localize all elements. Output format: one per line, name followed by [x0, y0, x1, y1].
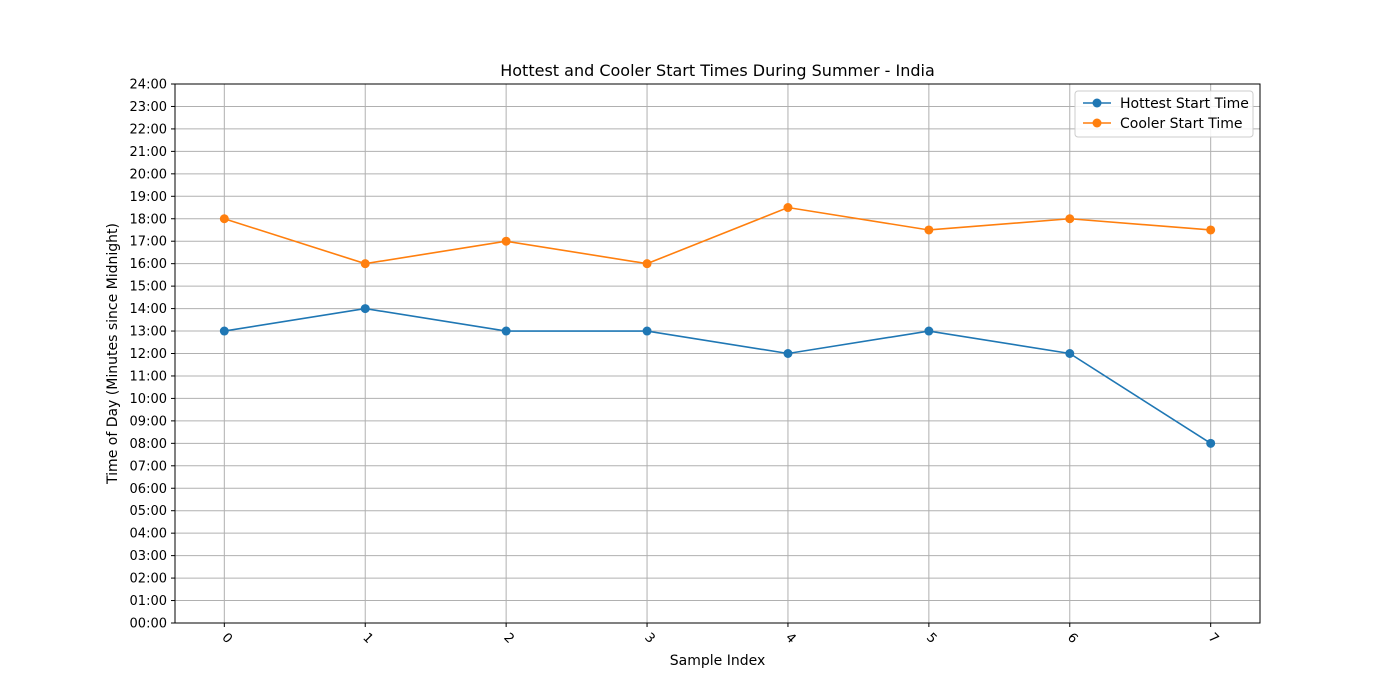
grid: [175, 83, 1260, 624]
y-tick-label: 08:00: [130, 437, 167, 452]
y-tick-label: 06:00: [130, 482, 167, 497]
y-tick-label: 17:00: [130, 235, 167, 250]
y-tick-label: 16:00: [130, 257, 167, 272]
legend: Hottest Start Time Cooler Start Time: [1074, 90, 1254, 138]
y-tick-label: 00:00: [130, 617, 167, 632]
y-tick-label: 15:00: [130, 280, 167, 295]
x-axis: 0 1 2 3 4 5 6 7: [219, 623, 1221, 647]
y-tick-label: 01:00: [130, 594, 167, 609]
data-point: [783, 349, 793, 358]
x-tick-label: 0: [219, 630, 235, 646]
data-point: [360, 259, 370, 269]
y-tick-label: 20:00: [130, 167, 167, 182]
y-tick-label: 14:00: [130, 302, 167, 317]
y-tick-label: 02:00: [130, 572, 167, 587]
data-point: [642, 259, 652, 269]
series-line: [224, 206, 1211, 265]
x-tick-label: 5: [923, 630, 939, 646]
y-tick-label: 04:00: [130, 527, 167, 542]
y-tick-label: 03:00: [130, 549, 167, 564]
series-line: [224, 307, 1212, 445]
x-tick-label: 2: [500, 630, 516, 646]
y-tick-label: 18:00: [130, 212, 167, 227]
legend-marker: [1092, 98, 1102, 108]
x-tick-label: 3: [641, 630, 657, 646]
data-point: [1206, 225, 1216, 235]
series-layer: [219, 203, 1216, 448]
data-point: [219, 214, 229, 224]
y-tick-label: 11:00: [130, 369, 167, 384]
y-tick-label: 24:00: [130, 78, 167, 93]
data-point: [1206, 438, 1216, 448]
y-tick-label: 23:00: [130, 100, 167, 115]
data-point: [783, 203, 793, 213]
legend-label: Cooler Start Time: [1120, 116, 1243, 132]
data-point: [219, 326, 229, 336]
y-axis: 00:00 01:00 02:00 03:00 04:00 05:00 06:00 07:00…: [130, 78, 175, 632]
y-tick-label: 19:00: [130, 190, 167, 205]
data-point: [924, 225, 934, 235]
x-axis-title: Sample Index: [670, 653, 765, 669]
legend-box: [1074, 90, 1254, 138]
x-tick-label: 4: [782, 630, 798, 646]
y-tick-label: 22:00: [130, 122, 167, 137]
data-point: [360, 304, 370, 314]
x-tick-label: 7: [1205, 630, 1221, 646]
y-tick-label: 10:00: [130, 392, 167, 407]
legend-label: Hottest Start Time: [1120, 96, 1249, 112]
y-tick-label: 09:00: [130, 414, 167, 429]
y-tick-label: 12:00: [130, 347, 167, 362]
data-point: [642, 326, 652, 336]
y-tick-label: 21:00: [130, 145, 167, 160]
y-tick-label: 13:00: [130, 325, 167, 340]
x-tick-label: 1: [359, 630, 375, 646]
data-point: [501, 326, 511, 336]
x-tick-label: 6: [1064, 630, 1080, 646]
chart-title: Hottest and Cooler Start Times During Su…: [500, 61, 935, 80]
y-tick-label: 07:00: [130, 459, 167, 474]
data-point: [1065, 214, 1075, 224]
data-point: [501, 236, 511, 246]
data-point: [924, 326, 934, 336]
legend-marker: [1092, 118, 1102, 128]
y-axis-title: Time of Day (Minutes since Midnight): [105, 223, 121, 485]
data-point: [1065, 349, 1075, 358]
y-tick-label: 05:00: [130, 504, 167, 519]
